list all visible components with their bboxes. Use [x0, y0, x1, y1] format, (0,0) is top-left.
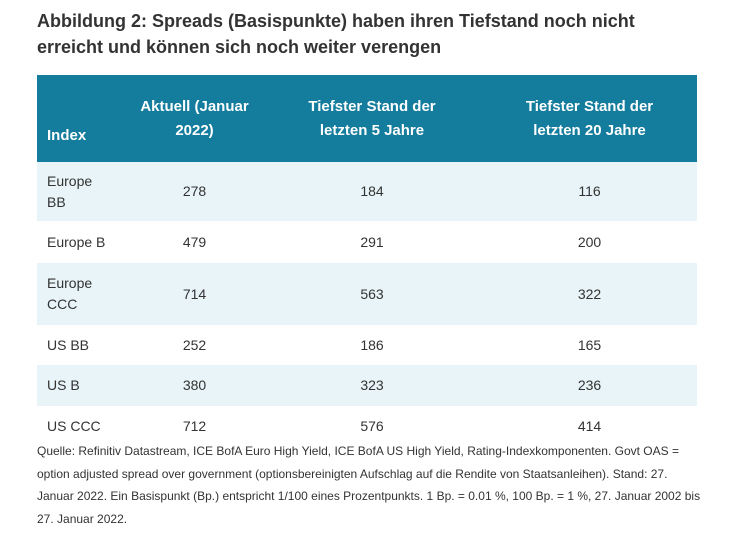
- column-header: Index: [37, 75, 127, 162]
- value-cell: 186: [360, 336, 384, 353]
- footnote: Quelle: Refinitiv Datastream, ICE BofA E…: [37, 444, 701, 526]
- spread-table: Index Aktuell (Januar 2022) Tiefster Stand…: [37, 75, 697, 446]
- column-header: Aktuell (Januar 2022): [127, 75, 262, 162]
- value-cell: 165: [577, 336, 602, 353]
- column-header-text: Tiefster Stand der letzten 20 Jahre: [525, 97, 654, 139]
- index-cell: US BB: [47, 336, 90, 353]
- index-cell: Europe CCC: [47, 275, 93, 312]
- value-cell: 291: [360, 233, 384, 250]
- value-cell: 380: [182, 377, 207, 393]
- table-row: Europe CCC 714 563 322: [37, 263, 697, 325]
- index-cell: US B: [47, 377, 80, 393]
- value-cell: 278: [182, 183, 207, 199]
- value-cell: 252: [182, 336, 207, 353]
- table-row: Europe BB 278 184 116: [37, 162, 697, 221]
- header-row: Index Aktuell (Januar 2022) Tiefster Stand…: [37, 75, 697, 162]
- index-cell: US CCC: [47, 417, 101, 434]
- value-cell: 479: [182, 233, 207, 250]
- column-header: Tiefster Stand der letzten 20 Jahre: [482, 75, 697, 162]
- value-cell: 116: [578, 183, 601, 199]
- table-row: US CCC 712 576 414: [37, 406, 697, 446]
- value-cell: 714: [182, 285, 207, 302]
- value-cell: 576: [360, 417, 384, 434]
- value-cell: 200: [577, 233, 602, 250]
- title: Abbildung 2: Spreads (Basispunkte) haben…: [37, 11, 635, 57]
- column-header-text: Aktuell (Januar 2022): [140, 97, 249, 139]
- value-cell: 712: [182, 417, 207, 434]
- value-cell: 184: [360, 183, 384, 199]
- table-row: US BB 252 186 165: [37, 325, 697, 365]
- table-body: Europe BB 278 184 116 Europe B 479 291 200 Europ…: [37, 162, 697, 446]
- value-cell: 323: [360, 377, 384, 393]
- index-cell: Europe B: [47, 233, 106, 250]
- value-cell: 236: [577, 377, 602, 393]
- value-cell: 322: [577, 285, 602, 302]
- table-row: US B 380 323 236: [37, 365, 697, 406]
- column-header: Tiefster Stand der letzten 5 Jahre: [262, 75, 482, 162]
- value-cell: 414: [577, 417, 602, 434]
- column-header-text: Tiefster Stand der letzten 5 Jahre: [308, 97, 436, 139]
- value-cell: 563: [360, 285, 384, 302]
- index-cell: Europe BB: [47, 172, 93, 210]
- table-row: Europe B 479 291 200: [37, 221, 697, 263]
